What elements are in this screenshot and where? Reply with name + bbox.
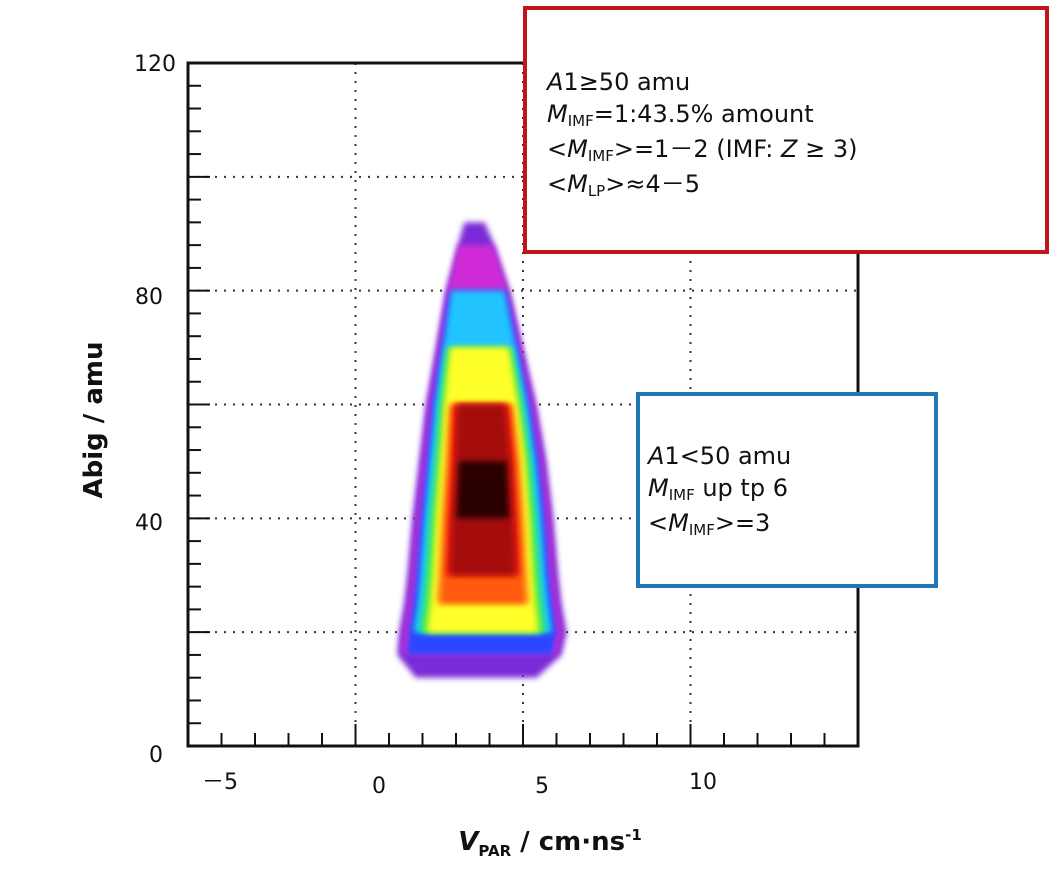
x-axis-title-sup: -1 [625,826,642,844]
axis-ticks [188,84,826,746]
x-tick-label: 10 [689,770,717,795]
y-tick-label: 120 [134,52,176,77]
heatmap-band [456,461,509,519]
x-tick-label: －5 [202,770,238,795]
annotation-line: MIMF=1:43.5% amount [547,100,814,130]
x-axis-title-main: V [458,827,480,857]
annotation-line: <MIMF>=1－2 (IMF: Z ≥ 3) [547,135,858,165]
y-tick-label: 40 [135,511,163,536]
y-axis-title: Abig / amu [79,341,109,498]
annotation-line: <MIMF>=3 [648,509,771,539]
x-axis-title: VPAR / cm·ns-1 [458,826,642,860]
annotation-box-a1-ge-50: A1≥50 amu MIMF=1:43.5% amount <MIMF>=1－2… [523,6,1049,254]
density-heatmap [397,222,567,678]
annotation-box-a1-lt-50: A1<50 amu MIMF up tp 6 <MIMF>=3 [636,392,938,588]
annotation-line: A1≥50 amu [547,68,691,96]
x-tick-label: 0 [372,774,386,799]
annotation-line: MIMF up tp 6 [648,474,788,504]
y-tick-label: 0 [149,743,163,768]
x-tick-labels: －5 0 5 10 [202,770,717,799]
x-axis-title-rest: / cm·ns [511,827,625,857]
annotation-line: A1<50 amu [648,442,792,470]
annotation-line: <MLP>≈4－5 [547,170,700,200]
y-tick-labels: 0 40 80 120 [134,52,176,768]
y-tick-label: 80 [135,285,163,310]
x-tick-label: 5 [535,774,549,799]
x-axis-title-sub: PAR [478,842,511,860]
